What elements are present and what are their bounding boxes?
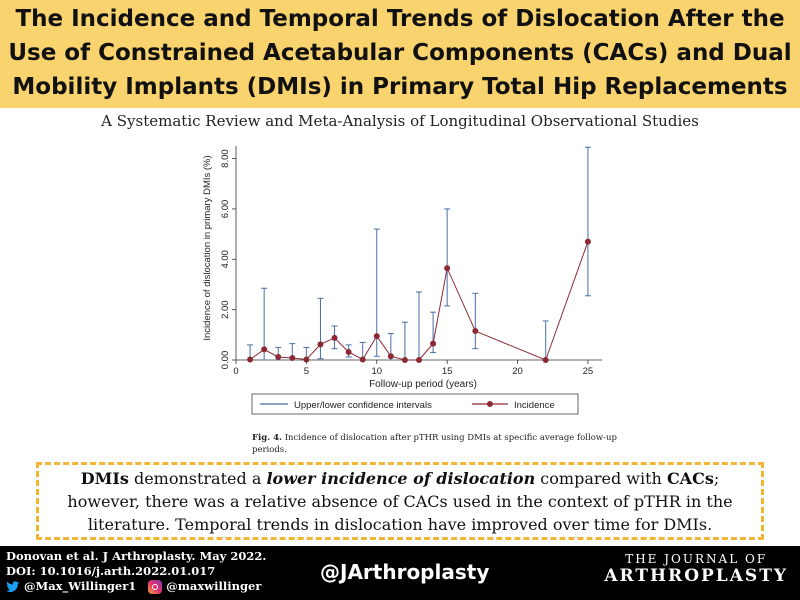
x-tick-label: 20	[512, 366, 523, 377]
citation: Donovan et al. J Arthroplasty. May 2022.	[6, 549, 267, 563]
incidence-point	[317, 341, 324, 348]
incidence-point	[472, 328, 479, 335]
instagram-icon	[148, 579, 163, 594]
journal-logo-name: ARTHROPLASTY	[604, 566, 788, 586]
summary-text-3: ; however, there was a relative absence …	[67, 469, 733, 534]
y-tick-label: 2.00	[220, 300, 231, 319]
incidence-point	[373, 333, 380, 340]
incidence-point	[261, 346, 268, 353]
incidence-point	[416, 357, 422, 363]
legend-incidence-label: Incidence	[514, 400, 555, 411]
incidence-point	[303, 356, 310, 363]
x-tick-label: 25	[583, 366, 594, 377]
incidence-point	[345, 348, 352, 355]
summary-text-2: compared with	[535, 469, 667, 488]
incidence-point	[387, 353, 394, 360]
incidence-point	[289, 354, 296, 361]
instagram-handle[interactable]: @maxwillinger	[166, 579, 262, 593]
summary-text-1: demonstrated a	[128, 469, 267, 488]
legend-box	[251, 393, 579, 415]
twitter-icon	[6, 580, 20, 592]
caption-label: Fig. 4.	[252, 433, 282, 443]
x-tick-label: 15	[442, 366, 453, 377]
incidence-point	[444, 265, 451, 272]
journal-logo: THE JOURNAL OF ARTHROPLASTY	[604, 552, 788, 586]
summary-emphasis: lower incidence of dislocation	[266, 469, 536, 488]
x-tick-label: 10	[371, 366, 382, 377]
page-title: The Incidence and Temporal Trends of Dis…	[8, 6, 792, 100]
y-tick-label: 4.00	[220, 250, 231, 269]
x-axis-label: Follow-up period (years)	[369, 379, 477, 390]
x-tick-label: 0	[233, 366, 238, 377]
summary-box: DMIs demonstrated a lower incidence of d…	[36, 462, 764, 540]
doi[interactable]: DOI: 10.1016/j.arth.2022.01.017	[6, 564, 216, 578]
y-axis-label: Incidence of dislocation in primary DMIs…	[202, 155, 213, 340]
incidence-point	[247, 356, 254, 363]
caption-text: Incidence of dislocation after pTHR usin…	[252, 433, 617, 455]
incidence-point	[275, 353, 282, 360]
incidence-point	[359, 356, 366, 363]
figure-caption: Fig. 4. Incidence of dislocation after p…	[252, 432, 632, 456]
incidence-chart: 0 5 10 15 20 25 0.00 2.00 4.00 6.00 8.00 Follow-u…	[202, 146, 602, 415]
summary-cacs: CACs	[666, 469, 714, 488]
subtitle: A Systematic Review and Meta-Analysis of…	[101, 112, 699, 130]
incidence-point	[542, 357, 549, 363]
y-tick-label: 6.00	[220, 200, 231, 219]
incidence-point	[401, 357, 408, 363]
journal-handle[interactable]: @JArthroplasty	[320, 560, 490, 584]
title-band: The Incidence and Temporal Trends of Dis…	[0, 0, 800, 108]
legend: Upper/lower confidence intervals Inciden…	[251, 393, 579, 415]
x-tick-label: 5	[304, 366, 309, 377]
incidence-point	[331, 334, 338, 341]
y-tick-label: 0.00	[220, 351, 231, 370]
legend-ci-label: Upper/lower confidence intervals	[294, 400, 432, 411]
journal-logo-top: THE JOURNAL OF	[625, 552, 768, 566]
legend-incidence-marker	[487, 401, 493, 407]
incidence-point	[430, 340, 437, 347]
summary-dmis: DMIs	[80, 469, 129, 488]
footer: Donovan et al. J Arthroplasty. May 2022.…	[0, 546, 800, 600]
footer-citation-block: Donovan et al. J Arthroplasty. May 2022.…	[6, 549, 266, 594]
y-tick-label: 8.00	[220, 149, 231, 168]
incidence-point	[584, 238, 591, 245]
twitter-handle[interactable]: @Max_Willinger1	[24, 579, 137, 593]
social-row: @Max_Willinger1 @maxwillinger	[6, 579, 266, 594]
